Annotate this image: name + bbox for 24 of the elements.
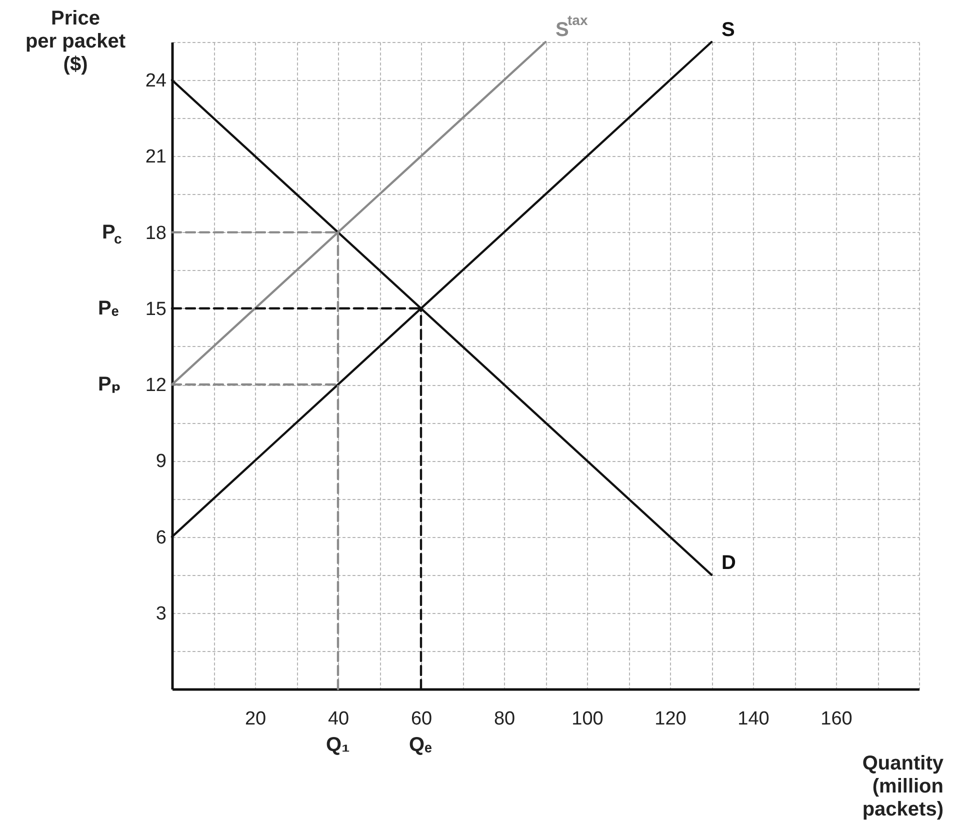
y-tick-label: 6 — [156, 527, 166, 548]
annotation: Pₚ — [98, 374, 121, 396]
annotation: Qₑ — [409, 734, 433, 756]
x-tick-label: 160 — [820, 708, 852, 730]
y-tick-label: 18 — [145, 222, 166, 244]
x-tick-label: 100 — [572, 708, 604, 730]
series-label: D — [722, 552, 736, 574]
x-axis-title: Quantity (million packets) — [862, 752, 944, 820]
x-tick-label: 80 — [494, 708, 516, 730]
y-axis-title: Price per packet ($) — [25, 8, 126, 76]
x-tick-label: 120 — [654, 708, 686, 730]
y-tick-label: 24 — [145, 70, 167, 92]
y-tick-label: 12 — [145, 375, 166, 396]
annotation: Q₁ — [326, 734, 350, 756]
x-tick-label: 40 — [328, 708, 350, 730]
x-tick-label: 60 — [410, 708, 432, 730]
y-tick-label: 3 — [156, 603, 166, 624]
x-tick-label: 20 — [244, 708, 266, 730]
annotation: Pₑ — [98, 297, 120, 320]
y-tick-label: 9 — [156, 451, 166, 472]
y-tick-label: 21 — [145, 146, 166, 168]
y-tick-label: 15 — [145, 298, 166, 320]
series-label: S — [722, 19, 735, 41]
x-tick-label: 140 — [738, 708, 770, 730]
